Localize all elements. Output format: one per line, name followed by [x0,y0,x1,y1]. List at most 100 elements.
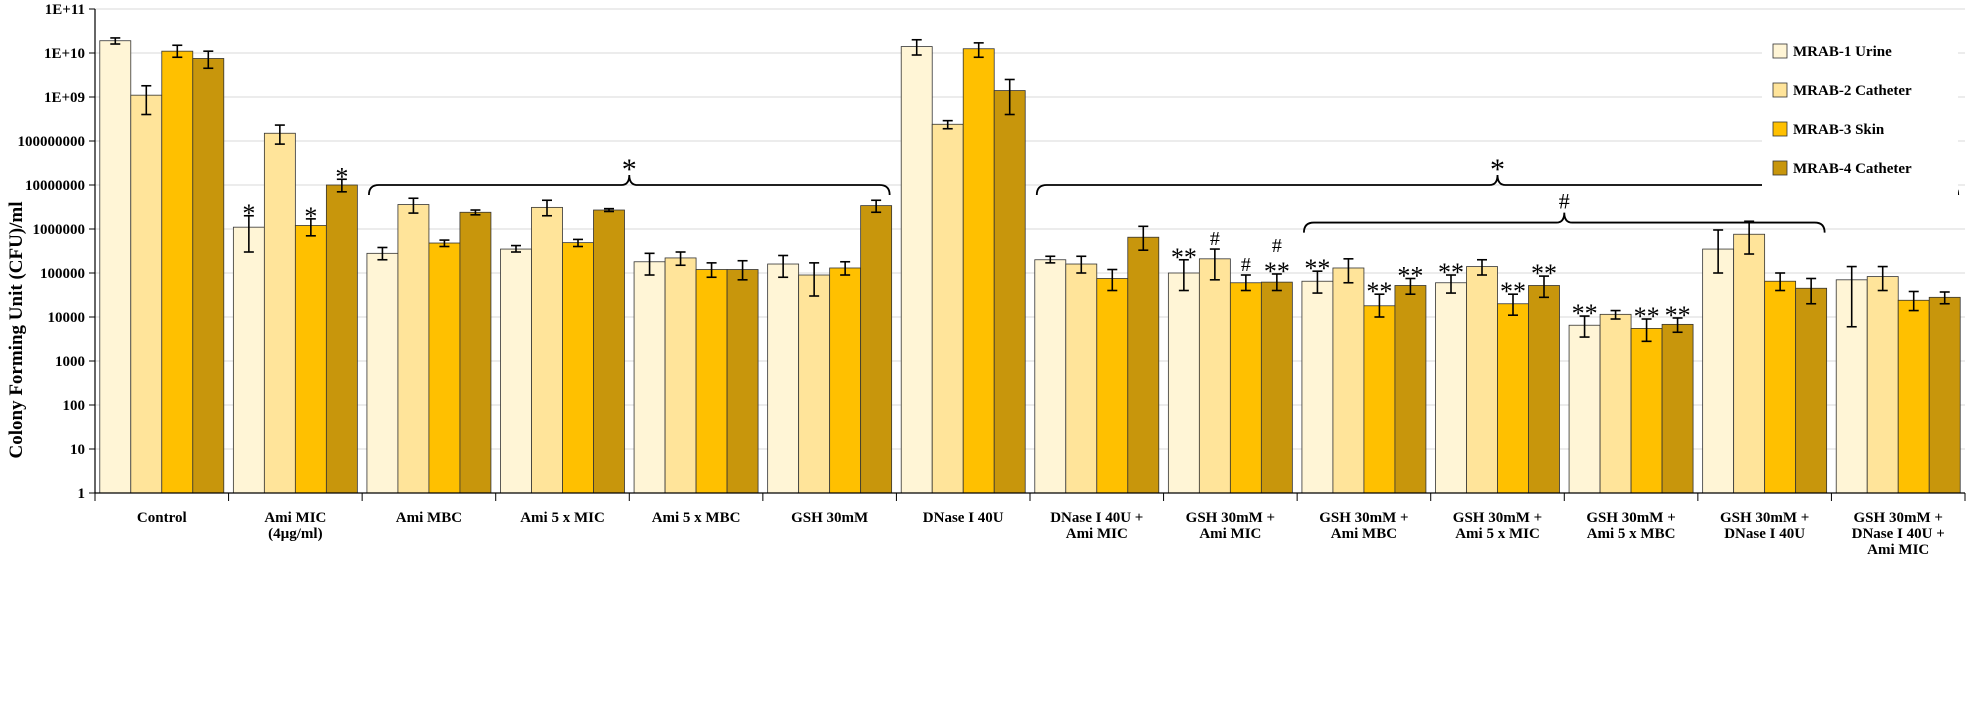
bar [459,211,492,494]
bracket-label: * [622,153,637,186]
bar [1332,267,1365,494]
significance-mark: ** [1304,254,1330,283]
bar [1301,280,1334,494]
bar [99,40,132,494]
bar [1198,258,1231,494]
x-tick-label: Ami MBC [1331,526,1397,542]
bar [1363,305,1396,494]
bar [900,46,933,494]
bar [263,132,296,494]
x-tick-label: DNase I 40U [923,510,1004,526]
x-tick-label: Ami MIC [1199,526,1261,542]
significance-mark: ** [1366,277,1392,306]
legend-label: MRAB-2 Catheter [1793,83,1912,99]
bar [294,225,327,494]
bar [232,226,265,494]
x-axis-labels: Control Ami MIC(4µg/ml)Ami MBC Ami 5 x MIC… [94,493,1966,558]
significance-mark: ** [1171,243,1197,272]
bracket-label: # [1559,189,1570,214]
bar [1435,282,1467,494]
bar [931,123,964,494]
y-tick-label: 1E+10 [44,46,85,62]
y-axis-ticks: 1 10 100 1000 10000 100000 1000000 10000000 1000… [18,2,95,502]
bar [767,263,800,494]
x-tick-label: GSH 30mM + [1854,510,1943,526]
bar [695,269,728,494]
bar [1897,299,1930,494]
bar [1096,278,1129,494]
x-tick-label: Ami MBC [396,510,462,526]
bar [1127,236,1160,494]
bar [500,248,532,494]
legend-box [1762,24,1958,199]
bar [1466,266,1498,494]
significance-mark: ** [1531,259,1557,288]
bar [798,274,831,494]
x-tick-label: Ami 5 x MIC [520,510,605,526]
y-tick-label: 10 [70,442,85,458]
bars [99,40,1961,494]
x-tick-label: GSH 30mM + [1453,510,1542,526]
x-tick-label: Ami MIC [1867,542,1929,558]
bar [993,90,1026,494]
legend-swatch [1772,160,1788,176]
y-tick-label: 10000 [48,310,86,326]
bar [325,184,358,494]
bar [593,209,625,494]
x-tick-label: GSH 30mM + [1319,510,1408,526]
bar [397,204,430,494]
bar [664,257,697,494]
bar [562,242,594,494]
x-tick-label: GSH 30mM + [1586,510,1675,526]
x-tick-label: GSH 30mM + [1720,510,1809,526]
x-tick-label: GSH 30mM + [1186,510,1275,526]
bar [130,94,163,494]
significance-mark: ** [1438,258,1464,287]
x-tick-label: Ami MIC [264,510,326,526]
x-tick-label: DNase I 40U [1724,526,1805,542]
legend-swatch [1772,121,1788,137]
bar [1394,285,1427,494]
legend-label: MRAB-3 Skin [1793,122,1885,138]
y-tick-label: 100000000 [18,134,86,150]
y-tick-label: 100000 [40,266,85,282]
bar [1599,313,1632,494]
significance-mark: # [1210,228,1220,250]
bar [962,48,995,494]
bar [366,252,399,494]
legend-swatch [1772,82,1788,98]
bar [1497,303,1529,494]
x-tick-label: Ami 5 x MBC [1587,526,1676,542]
significance-mark: * [335,162,348,191]
bracket-label: * [1490,153,1505,186]
x-tick-label: Ami MIC [1066,526,1128,542]
bar [428,242,461,494]
bar [161,50,194,494]
significance-mark: ** [1397,261,1423,290]
y-tick-label: 1000000 [33,222,86,238]
bar [1065,263,1098,494]
legend: MRAB-1 Urine MRAB-2 Catheter MRAB-3 Skin MR… [1762,24,1958,199]
significance-bracket [368,174,891,196]
error-bars [110,37,1950,343]
significance-mark: ** [1572,299,1598,328]
bar [1229,282,1262,494]
bar [860,205,893,494]
legend-label: MRAB-1 Urine [1793,44,1892,60]
bar [633,261,666,494]
x-tick-label: DNase I 40U + [1852,526,1945,542]
bar [1702,248,1735,494]
significance-mark: ** [1665,301,1691,330]
significance-mark: * [242,199,255,228]
bar [1795,287,1828,494]
bar [1733,233,1766,494]
legend-label: MRAB-4 Catheter [1793,161,1912,177]
significance-mark: * [304,202,317,231]
x-tick-label: DNase I 40U + [1050,510,1143,526]
bar [1661,323,1694,494]
significance-mark: ** [1264,257,1290,286]
y-axis-label: Colony Forming Unit (CFU)/ml [6,201,27,458]
y-tick-label: 100 [63,398,86,414]
y-tick-label: 1000 [55,354,85,370]
